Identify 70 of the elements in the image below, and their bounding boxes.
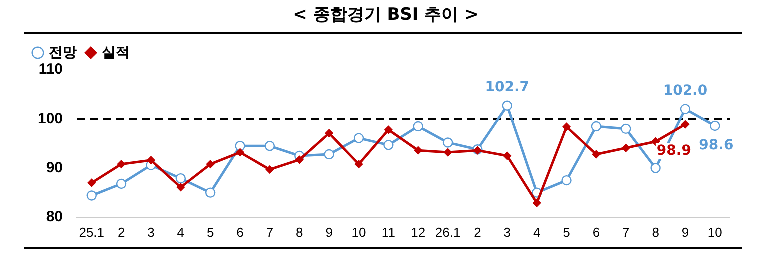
data-label: 102.7 — [485, 80, 530, 96]
point — [710, 120, 720, 132]
point — [592, 150, 601, 159]
point — [176, 183, 186, 192]
point — [503, 152, 512, 160]
y-tick-label: 110 — [38, 61, 64, 78]
point — [266, 166, 274, 174]
x-tick-label: 8 — [652, 224, 660, 240]
point — [621, 124, 632, 134]
point — [681, 120, 690, 129]
point — [354, 133, 364, 144]
point — [86, 190, 97, 201]
point — [325, 129, 334, 138]
x-tick-label: 7 — [622, 224, 630, 240]
point — [205, 188, 216, 198]
point — [442, 138, 454, 148]
x-tick-label: 6 — [236, 224, 244, 240]
point — [324, 149, 334, 160]
point — [384, 140, 394, 150]
point — [414, 146, 422, 155]
x-tick-label: 4 — [533, 224, 541, 240]
x-tick-label: 25.1 — [79, 224, 105, 240]
point — [502, 100, 512, 111]
chart-title: < 종합경기 BSI 추이 > — [292, 4, 480, 27]
x-tick-label: 4 — [177, 224, 185, 240]
point — [116, 178, 127, 190]
x-tick-label: 9 — [682, 224, 690, 240]
x-tick-label: 5 — [563, 224, 570, 240]
point — [176, 173, 186, 184]
point — [444, 148, 452, 157]
legend-label: 실적 — [102, 44, 130, 60]
point — [562, 122, 571, 132]
point — [264, 141, 276, 152]
point — [384, 126, 393, 134]
point — [650, 163, 661, 174]
x-tick-label: 9 — [326, 224, 333, 240]
point — [117, 160, 126, 168]
x-tick-label: 2 — [474, 224, 482, 240]
x-tick-label: 8 — [296, 224, 304, 240]
y-tick-label: 90 — [46, 159, 64, 176]
x-tick-label: 7 — [266, 224, 274, 240]
x-tick-label: 12 — [411, 224, 426, 240]
data-label: 98.6 — [699, 138, 734, 154]
point — [147, 156, 156, 165]
data-label: 102.0 — [663, 82, 708, 99]
point — [562, 175, 572, 186]
point — [354, 160, 364, 168]
legend-label: 전망 — [49, 44, 77, 60]
point — [622, 144, 630, 152]
point — [532, 199, 542, 208]
x-tick-label: 10 — [708, 224, 722, 240]
x-tick-label: 2 — [118, 224, 126, 240]
x-tick-label: 3 — [504, 224, 512, 240]
point — [591, 121, 602, 132]
point — [88, 178, 96, 188]
y-tick-label: 100 — [38, 110, 64, 128]
point — [236, 148, 244, 157]
x-tick-label: 10 — [352, 224, 366, 240]
x-tick-label: 26.1 — [435, 224, 461, 240]
point — [680, 104, 691, 114]
x-tick-label: 5 — [206, 224, 214, 240]
point — [652, 138, 660, 146]
data-label: 98.9 — [656, 143, 692, 160]
point — [296, 156, 304, 164]
y-tick-label: 80 — [46, 208, 64, 226]
point — [413, 121, 424, 132]
point — [206, 160, 215, 168]
x-tick-label: 11 — [382, 224, 396, 240]
x-tick-label: 6 — [592, 224, 600, 240]
x-tick-label: 3 — [148, 224, 155, 240]
